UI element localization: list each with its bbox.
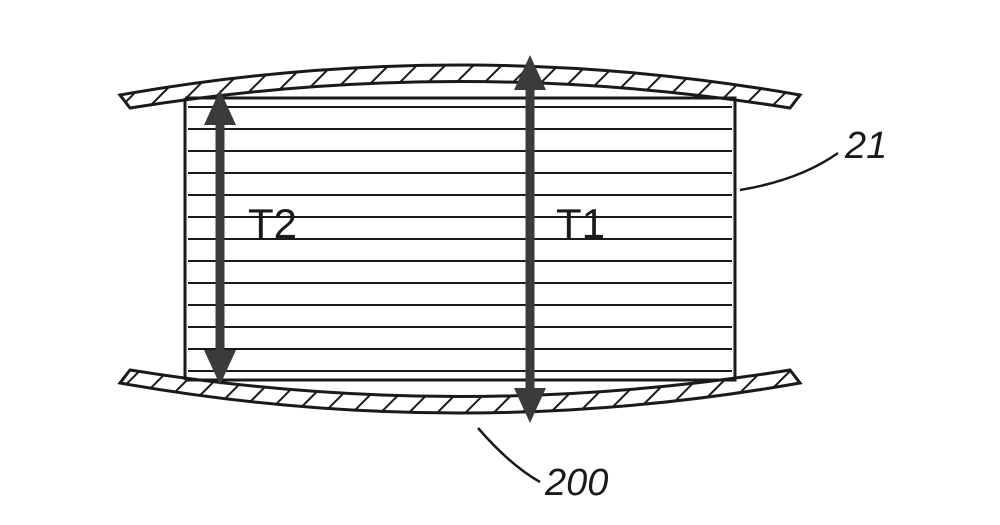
ref-label-200: 200 xyxy=(545,462,608,505)
diagram-container: { "type": "technical-diagram", "canvas":… xyxy=(0,0,1000,525)
leader-200 xyxy=(478,428,540,482)
leader-21 xyxy=(740,153,838,190)
ref-label-21: 21 xyxy=(845,125,887,168)
diagram-svg xyxy=(0,0,1000,525)
dimension-arrow-t2 xyxy=(204,90,236,385)
label-t2: T2 xyxy=(248,200,297,248)
label-t1: T1 xyxy=(556,200,605,248)
